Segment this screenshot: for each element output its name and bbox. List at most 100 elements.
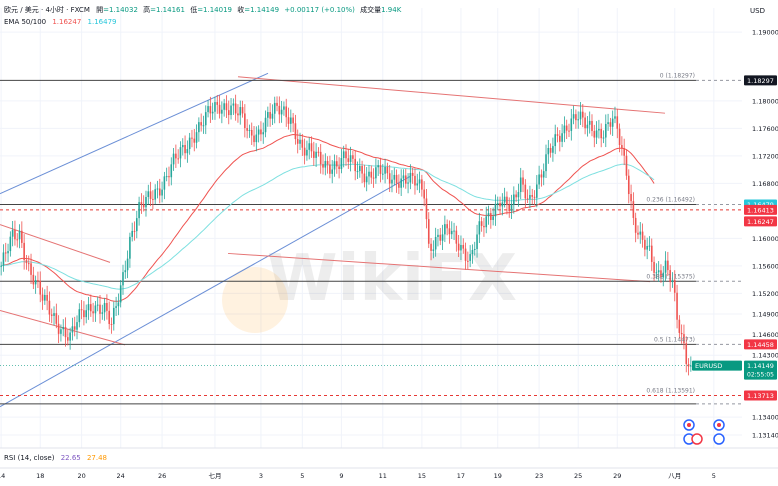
candle [204,105,207,135]
candle [211,102,214,120]
candle-body [193,138,196,143]
currency-label[interactable]: USD [750,7,765,15]
candle [448,220,451,244]
candle [244,104,246,138]
candle [267,106,269,127]
candle [471,244,474,264]
candle-body [53,313,55,316]
candle-body [662,272,665,278]
candle [609,117,612,135]
time-tick-label: 3 [259,472,263,480]
price-tick-label: 1.18000 [752,97,778,105]
time-tick-label: 七月 [208,471,221,480]
candle-body [616,116,619,129]
candle [430,238,432,261]
candle-body [538,174,540,185]
candle [423,181,425,207]
candle [83,301,85,326]
candle [195,124,198,149]
candle-body [508,204,511,212]
candle [37,271,39,288]
candle-body [331,169,334,174]
candle [490,207,492,229]
blue-channel-upper [0,72,269,195]
candle [126,250,129,279]
candle [591,114,593,137]
current-price-value[interactable]: 1.14149 [747,362,774,370]
candle-body [409,172,412,183]
candle [18,224,21,249]
candle-body [317,151,320,153]
ema-legend[interactable]: EMA 50/100 1.16247 1.16479 [4,18,116,26]
time-axis[interactable]: 14 18 20 24 26 七月 3 5 9 11 15 17 19 23 25 29 八月 5 [0,447,778,480]
candle-body [299,139,301,144]
candle-body [634,217,637,233]
candle-body [329,164,331,174]
candle [381,164,384,180]
candle [526,189,529,204]
price-tag-level-mid[interactable]: 1.14458 [747,341,774,349]
candle [375,158,377,184]
rsi-legend[interactable]: RSI (14, close) 22.65 27.48 [4,454,107,462]
candle [188,132,191,155]
candle-body [267,112,269,118]
red-channel-mid [227,252,651,283]
candle-body [76,322,78,330]
price-tick-label: 1.17600 [752,125,778,133]
candle [326,156,329,174]
candle [46,285,48,311]
candle-body [531,195,534,197]
candle [156,180,159,199]
red-channel-left-upper [0,224,111,263]
candle-body [115,306,117,308]
candle [669,265,671,292]
candle [538,165,540,189]
candle-body [156,188,159,190]
candle-body [676,292,678,320]
candle-body [83,310,85,318]
candle-body [623,148,625,156]
candle-body [453,230,455,232]
candle [191,129,193,148]
eu-event-2-icon[interactable] [691,433,703,445]
candle-body [588,120,591,125]
candle-body [244,113,246,129]
price-tag-level-top-bg [744,75,777,86]
candle-body [618,128,621,146]
candle-body [450,230,453,235]
close-value: =1.14149 [244,6,279,14]
candle-body [131,230,133,237]
candle-body [600,128,602,139]
candle [122,264,124,295]
low-value: =1.14019 [197,6,232,14]
price-tick-label: 1.15600 [752,262,778,270]
price-tag-ema-fast[interactable]: 1.16247 [747,218,774,226]
candle-body [250,129,253,136]
candle-body [641,231,644,240]
price-tag-red-dash[interactable]: 1.16413 [747,206,774,214]
candle-body [221,109,223,114]
candle-body [122,272,124,286]
candle [356,161,359,180]
candle [533,190,536,206]
price-tag-level-low[interactable]: 1.13713 [747,392,774,400]
candle [7,243,9,262]
candle [234,94,237,121]
candle-body [533,196,536,198]
price-axis[interactable]: 1.19000 1.18000 1.17600 1.17200 1.16800 1.160… [0,29,778,440]
candle [354,150,357,181]
price-tag-level-top[interactable]: 1.18297 [747,77,774,85]
candle-body [421,179,423,190]
event-flags[interactable] [683,419,725,445]
us-event-icon[interactable] [713,433,725,445]
current-symbol[interactable]: EURUSD [695,362,722,370]
candle-body [568,130,570,132]
candle [602,130,605,144]
candle-body [18,230,21,240]
candle-body [135,218,138,232]
candle [639,222,642,244]
candle-body [391,179,393,184]
time-tick-label: 5 [300,472,304,480]
